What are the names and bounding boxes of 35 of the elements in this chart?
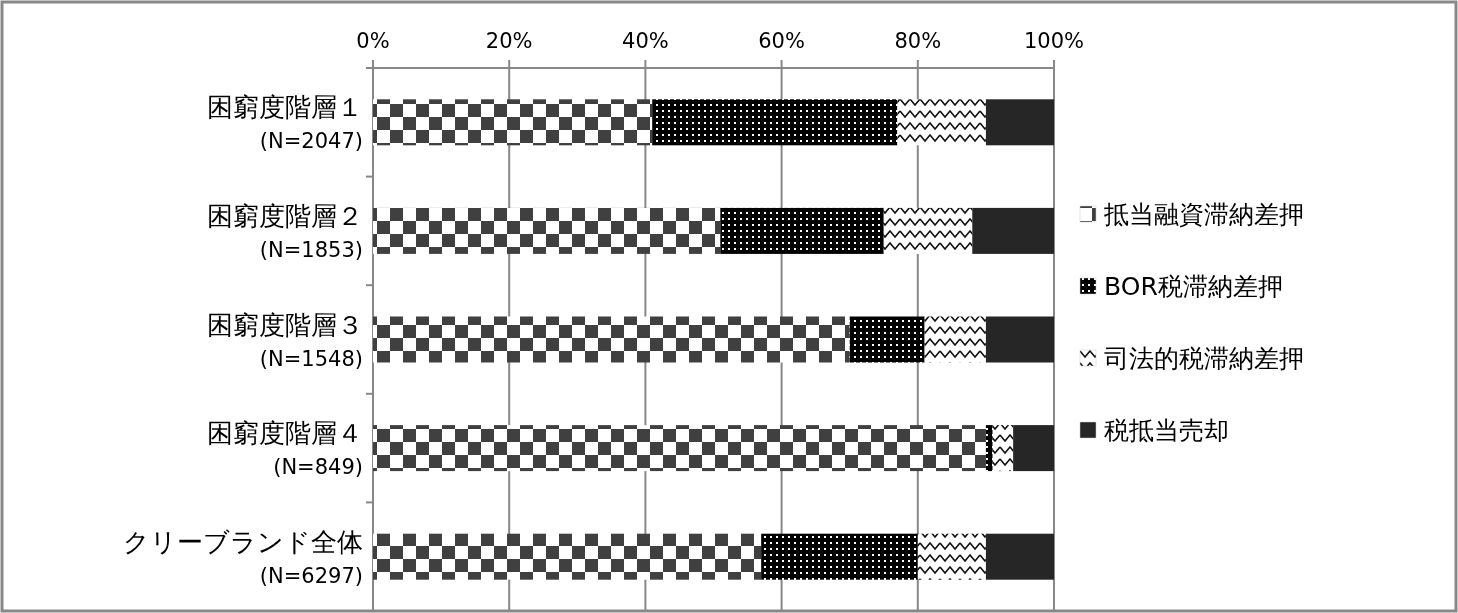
legend-label: 司法的税滞納差押	[1104, 344, 1304, 373]
bar	[972, 207, 1054, 254]
bar	[373, 425, 986, 472]
legend-label: BOR税滞納差押	[1104, 272, 1283, 301]
bar	[883, 207, 973, 254]
y-tick-label: 困窮度階層３ (N=1548)	[207, 309, 363, 371]
bar	[652, 99, 898, 146]
x-tick-label: 100%	[1023, 29, 1085, 53]
bar	[985, 316, 1054, 363]
y-tick-label: クリーブランド全体 (N=6297)	[123, 526, 363, 588]
bar	[985, 533, 1054, 580]
legend-label: 抵当融資滞納差押	[1103, 200, 1304, 229]
bar	[1013, 425, 1054, 472]
x-tick-label: 60%	[758, 29, 805, 53]
bar	[992, 425, 1014, 472]
x-tick-label: 40%	[622, 29, 669, 53]
bar	[373, 316, 850, 363]
bar	[373, 533, 762, 580]
bar	[849, 316, 925, 363]
y-tick-label: 困窮度階層２ (N=1853)	[207, 200, 363, 262]
bar	[985, 425, 993, 472]
y-tick-label: 困窮度階層４ (N=849)	[207, 418, 363, 480]
x-tick-label: 80%	[894, 29, 942, 53]
bar	[897, 99, 986, 146]
bar	[985, 99, 1054, 146]
bar	[924, 316, 986, 363]
bar	[720, 207, 884, 254]
x-tick-label: 0%	[356, 29, 390, 53]
legend-label: 税抵当売却	[1104, 416, 1229, 445]
y-tick-label: 困窮度階層１ (N=2047)	[207, 92, 363, 154]
bar	[917, 533, 986, 580]
bar	[373, 99, 653, 146]
bar	[373, 207, 721, 254]
bar	[761, 533, 918, 580]
x-tick-label: 20%	[485, 29, 533, 53]
